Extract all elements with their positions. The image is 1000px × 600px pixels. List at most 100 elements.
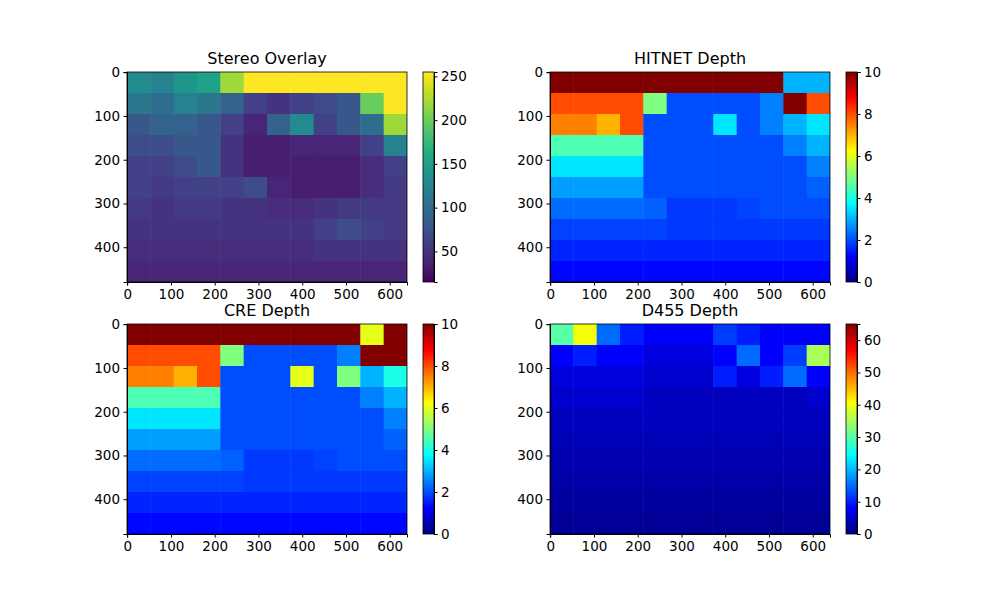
cell xyxy=(573,345,597,367)
cell xyxy=(360,471,384,493)
tick: 400 xyxy=(290,282,316,302)
cell xyxy=(197,177,221,199)
tick-label: 600 xyxy=(800,286,826,302)
tick-label: 400 xyxy=(517,491,543,507)
tick-mark xyxy=(547,72,551,73)
cell xyxy=(643,471,667,493)
cell xyxy=(290,471,314,493)
panel: 01002003004005006000100200300400D455 Dep… xyxy=(517,301,881,554)
tick: 200 xyxy=(202,282,228,302)
cell xyxy=(807,261,830,282)
cell xyxy=(314,135,338,157)
tick-label: 0 xyxy=(111,316,120,332)
tick: 300 xyxy=(246,534,272,554)
cells xyxy=(127,72,407,282)
cell xyxy=(244,72,268,94)
cell xyxy=(713,135,737,157)
cell xyxy=(197,429,221,451)
tick: 100 xyxy=(434,199,467,215)
cell xyxy=(244,513,268,534)
cell xyxy=(244,429,268,451)
tick-mark xyxy=(857,372,861,373)
cell xyxy=(197,492,221,514)
tick: 100 xyxy=(94,360,127,376)
cell xyxy=(597,177,621,199)
cell xyxy=(760,513,784,534)
tick-mark xyxy=(547,368,551,369)
cell xyxy=(550,450,574,472)
cell xyxy=(643,345,667,367)
panel: 01002003004005006000100200300400Stereo O… xyxy=(94,49,467,302)
cell xyxy=(550,324,574,346)
cell xyxy=(550,261,574,282)
cell xyxy=(760,261,784,282)
cell xyxy=(550,72,574,94)
cell xyxy=(244,324,268,346)
cell xyxy=(550,135,574,157)
cell xyxy=(290,429,314,451)
cell xyxy=(620,471,644,493)
cell xyxy=(783,156,807,178)
cell xyxy=(360,450,384,472)
cell xyxy=(360,114,384,136)
cell xyxy=(620,114,644,136)
tick-label: 100 xyxy=(94,108,120,124)
cell xyxy=(573,387,597,409)
cell xyxy=(127,450,151,472)
cell xyxy=(550,408,574,430)
panel: 01002003004005006000100200300400HITNET D… xyxy=(517,49,881,302)
cell xyxy=(244,240,268,262)
cell xyxy=(713,513,737,534)
tick: 100 xyxy=(159,282,185,302)
cell xyxy=(807,135,830,157)
cell xyxy=(807,408,830,430)
tick-label: 200 xyxy=(517,404,543,420)
cell xyxy=(244,177,268,199)
cell xyxy=(290,492,314,514)
axis-line xyxy=(547,73,551,283)
cell xyxy=(384,93,407,115)
cell xyxy=(807,177,830,199)
cell xyxy=(220,135,244,157)
tick-mark xyxy=(124,499,128,500)
cell xyxy=(783,366,807,388)
title: D455 Depth xyxy=(642,301,739,320)
cell xyxy=(290,156,314,178)
cell xyxy=(783,93,807,115)
cell xyxy=(150,471,174,493)
cell xyxy=(760,345,784,367)
cell xyxy=(690,324,714,346)
cell xyxy=(384,114,407,136)
axis-line xyxy=(547,325,551,535)
cell xyxy=(737,324,761,346)
cell xyxy=(550,177,574,199)
cell xyxy=(314,177,338,199)
tick-label: 200 xyxy=(94,152,120,168)
cell xyxy=(597,513,621,534)
tick: 2 xyxy=(434,484,450,500)
cell xyxy=(267,156,291,178)
cell xyxy=(737,408,761,430)
cell xyxy=(244,135,268,157)
cell xyxy=(150,156,174,178)
cell xyxy=(337,240,361,262)
tick-mark xyxy=(857,240,861,241)
cell xyxy=(197,219,221,241)
cell xyxy=(290,345,314,367)
cell xyxy=(737,345,761,367)
cell xyxy=(573,261,597,282)
cell xyxy=(150,219,174,241)
cell xyxy=(220,93,244,115)
tick: 300 xyxy=(517,195,550,211)
cell xyxy=(314,261,338,282)
tick-label: 100 xyxy=(517,360,543,376)
cell xyxy=(573,324,597,346)
cell xyxy=(150,177,174,199)
tick-label: 300 xyxy=(669,286,695,302)
cell xyxy=(737,93,761,115)
colorbar-gradient xyxy=(846,72,857,282)
cell xyxy=(620,429,644,451)
cell xyxy=(314,408,338,430)
tick-label: 300 xyxy=(246,286,272,302)
cell xyxy=(384,366,407,388)
